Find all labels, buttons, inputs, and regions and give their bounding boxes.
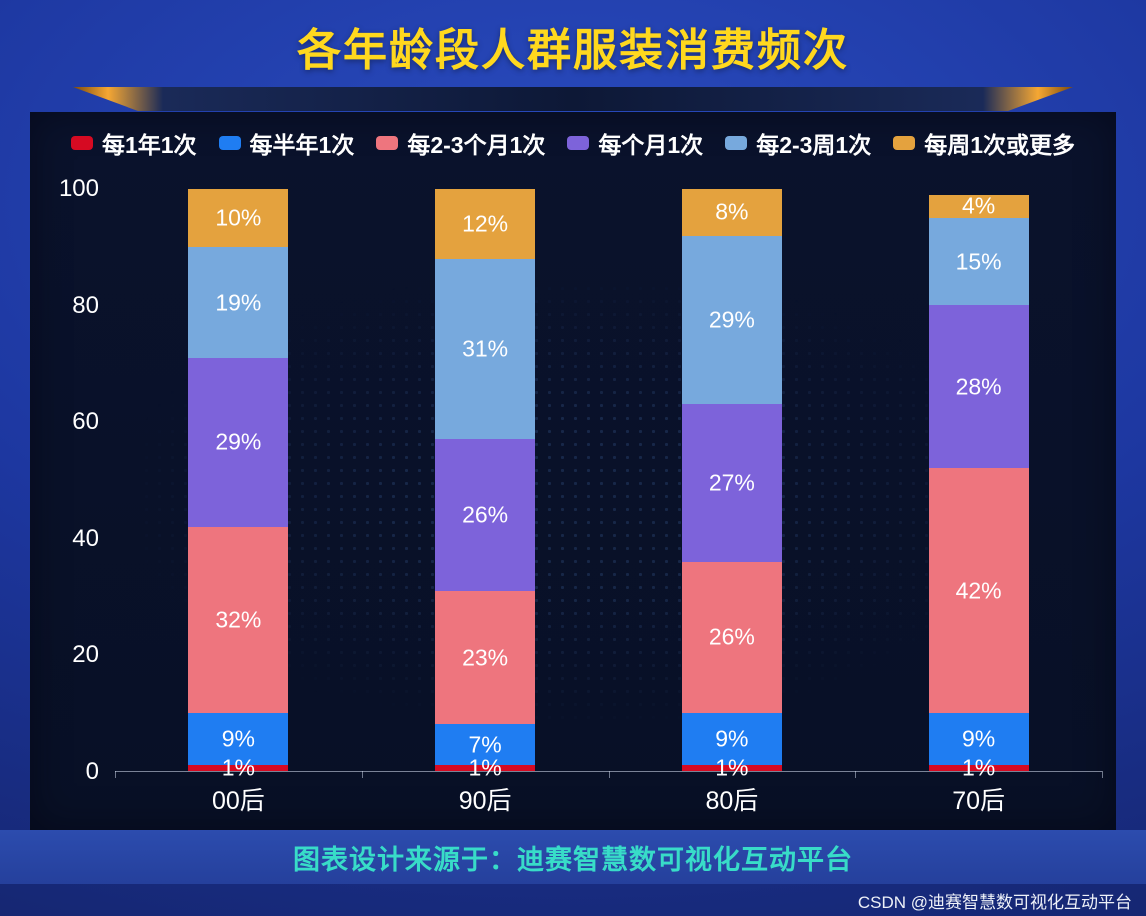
- segment-value-label: 27%: [708, 469, 755, 496]
- bar-segment[interactable]: 27%: [681, 404, 782, 562]
- page-title: 各年龄段人群服装消费频次: [297, 26, 849, 75]
- legend-item[interactable]: 每个月1次: [567, 126, 703, 160]
- segment-value-label: 23%: [462, 644, 509, 671]
- y-axis-label: 40: [72, 524, 99, 552]
- segment-value-label: 4%: [962, 192, 996, 219]
- x-axis-label: 90后: [458, 787, 512, 815]
- bar-segment[interactable]: 19%: [188, 247, 289, 358]
- segment-value-label: 31%: [462, 335, 509, 362]
- legend-swatch: [218, 136, 241, 150]
- y-axis-label: 60: [72, 408, 99, 436]
- legend-label: 每2-3周1次: [756, 132, 872, 158]
- bar-segment[interactable]: 1%: [188, 756, 289, 779]
- y-axis: 0 20 40 60 80 100: [39, 175, 99, 785]
- legend-label: 每1年1次: [101, 132, 197, 158]
- legend: 每1年1次 每半年1次 每2-3个月1次 每个月1次 每2-3周1次 每周1次或更多: [30, 126, 1116, 160]
- segment-value-label: 9%: [715, 725, 749, 752]
- axis-tick: [608, 771, 610, 778]
- legend-swatch: [567, 136, 590, 150]
- plot-area: 0 20 40 60 80 100 1% 9% 32% 29% 19% 10% 00后 1% 7% 23% 2…: [59, 175, 1103, 815]
- stacked-bar[interactable]: 1% 7% 23% 26% 31% 12%: [435, 189, 536, 779]
- bar-slot: 1% 9% 32% 29% 19% 10% 00后: [115, 189, 362, 815]
- stacked-bar[interactable]: 1% 9% 32% 29% 19% 10%: [188, 189, 289, 779]
- segment-value-label: 10%: [215, 204, 262, 231]
- segment-value-label: 29%: [708, 306, 755, 333]
- bar-slot: 1% 9% 26% 27% 29% 8% 80后: [609, 189, 856, 815]
- y-axis-label: 100: [58, 175, 99, 202]
- bar-segment[interactable]: 29%: [681, 235, 782, 405]
- legend-label: 每半年1次: [249, 132, 355, 158]
- bar-segment[interactable]: 1%: [928, 756, 1029, 779]
- segment-value-label: 19%: [215, 289, 262, 316]
- legend-label: 每周1次或更多: [924, 132, 1076, 158]
- bar-segment[interactable]: 15%: [928, 218, 1029, 306]
- footer-credit: 图表设计来源于：迪赛智慧数可视化互动平台: [293, 844, 853, 875]
- bar-segment[interactable]: 29%: [188, 357, 289, 527]
- watermark: CSDN @迪赛智慧数可视化互动平台: [857, 893, 1132, 912]
- bar-segment[interactable]: 42%: [928, 468, 1029, 713]
- bar-slot: 1% 9% 42% 28% 15% 4% 70后: [855, 189, 1102, 815]
- bar-segment[interactable]: 26%: [681, 561, 782, 713]
- bar-segment[interactable]: 4%: [928, 192, 1029, 219]
- stacked-bar[interactable]: 1% 9% 42% 28% 15% 4%: [928, 189, 1029, 779]
- bar-segment[interactable]: 8%: [681, 189, 782, 236]
- segment-value-label: 15%: [955, 248, 1002, 275]
- bar-segment[interactable]: 9%: [681, 712, 782, 766]
- bar-segment[interactable]: 1%: [435, 756, 536, 779]
- y-axis-label: 20: [72, 641, 99, 669]
- bar-segment[interactable]: 7%: [435, 724, 536, 766]
- bar-slot: 1% 7% 23% 26% 31% 12% 90后: [362, 189, 609, 815]
- segment-value-label: 28%: [955, 373, 1002, 400]
- plot: 1% 9% 32% 29% 19% 10% 00后 1% 7% 23% 26% 31% 12% 90后 1%…: [115, 189, 1103, 815]
- bar-segment[interactable]: 12%: [435, 189, 536, 259]
- segment-value-label: 32%: [215, 606, 262, 633]
- legend-item[interactable]: 每2-3个月1次: [376, 126, 545, 160]
- y-axis-label: 0: [85, 758, 99, 785]
- bar-segment[interactable]: 1%: [681, 756, 782, 779]
- segment-value-label: 7%: [468, 731, 502, 758]
- legend-item[interactable]: 每周1次或更多: [893, 126, 1075, 160]
- bar-segment[interactable]: 32%: [188, 526, 289, 713]
- header-accent-bevel: [73, 87, 1073, 111]
- segment-value-label: 12%: [462, 210, 509, 237]
- bar-segment[interactable]: 26%: [435, 439, 536, 591]
- segment-value-label: 9%: [962, 725, 996, 752]
- segment-value-label: 29%: [215, 428, 262, 455]
- segment-value-label: 26%: [708, 623, 755, 650]
- axis-tick: [361, 771, 363, 778]
- bar-segment[interactable]: 10%: [188, 189, 289, 248]
- bar-segment[interactable]: 9%: [928, 712, 1029, 766]
- legend-label: 每个月1次: [598, 132, 704, 158]
- axis-tick: [855, 771, 857, 778]
- legend-swatch: [70, 136, 93, 150]
- bar-segment[interactable]: 23%: [435, 590, 536, 725]
- legend-swatch: [376, 136, 399, 150]
- legend-swatch: [893, 136, 916, 150]
- segment-value-label: 26%: [462, 501, 509, 528]
- axis-tick: [115, 771, 116, 778]
- bar-segment[interactable]: 31%: [435, 258, 536, 440]
- x-axis-label: 00后: [211, 787, 265, 815]
- stacked-bar[interactable]: 1% 9% 26% 27% 29% 8%: [681, 189, 782, 779]
- segment-value-label: 42%: [955, 577, 1002, 604]
- y-axis-label: 80: [72, 291, 99, 319]
- footer-band: 图表设计来源于：迪赛智慧数可视化互动平台: [0, 830, 1146, 884]
- legend-item[interactable]: 每1年1次: [70, 126, 197, 160]
- legend-item[interactable]: 每半年1次: [218, 126, 355, 160]
- segment-value-label: 9%: [221, 725, 255, 752]
- legend-item[interactable]: 每2-3周1次: [725, 126, 871, 160]
- x-axis-label: 70后: [952, 787, 1006, 815]
- axis-tick: [1102, 771, 1103, 778]
- bar-segment[interactable]: 9%: [188, 712, 289, 766]
- legend-swatch: [725, 136, 748, 150]
- chart-panel: 每1年1次 每半年1次 每2-3个月1次 每个月1次 每2-3周1次 每周1次或更多 0 2…: [30, 112, 1116, 830]
- x-axis-label: 80后: [705, 787, 759, 815]
- bar-segment[interactable]: 28%: [928, 305, 1029, 469]
- legend-label: 每2-3个月1次: [407, 132, 546, 158]
- segment-value-label: 8%: [715, 198, 749, 225]
